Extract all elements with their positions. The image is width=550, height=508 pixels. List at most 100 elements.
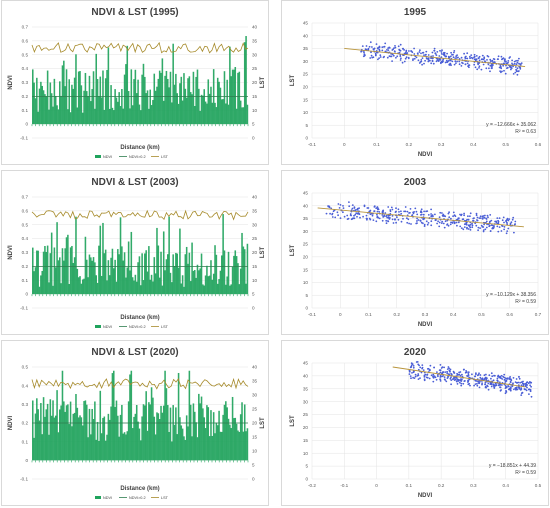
ndvi-bar xyxy=(123,74,126,125)
y-tick-label: 0.3 xyxy=(22,80,29,85)
data-point xyxy=(478,55,481,58)
data-point xyxy=(486,223,488,226)
data-point xyxy=(351,207,354,210)
data-point xyxy=(412,370,415,373)
ndvi-bar xyxy=(216,77,219,125)
data-point xyxy=(329,212,331,215)
data-point xyxy=(449,223,452,226)
data-point xyxy=(388,47,391,49)
ndvi-bar xyxy=(243,404,246,461)
legend-label-lst: LST xyxy=(161,496,169,500)
data-point xyxy=(430,374,433,377)
data-point xyxy=(456,60,458,63)
data-point xyxy=(497,55,500,58)
data-point xyxy=(428,377,431,380)
data-point xyxy=(408,50,410,52)
data-point xyxy=(466,62,469,65)
y2-tick-label: 30 xyxy=(252,222,258,227)
data-point xyxy=(500,230,503,232)
ndvi-bar xyxy=(76,107,79,125)
y-tick-label: 0.1 xyxy=(22,439,29,444)
data-point xyxy=(417,374,420,377)
ndvi-bar xyxy=(131,277,134,295)
ndvi-bar xyxy=(246,243,249,295)
data-point xyxy=(490,60,492,63)
ndvi-bar xyxy=(111,373,114,461)
data-point xyxy=(465,222,467,225)
data-point xyxy=(403,210,405,213)
data-point xyxy=(396,216,398,219)
y-tick-label: 45 xyxy=(303,21,309,26)
data-point xyxy=(446,372,449,375)
data-point xyxy=(421,63,423,66)
data-point xyxy=(499,375,502,378)
data-point xyxy=(421,367,423,370)
data-point xyxy=(499,389,502,392)
ndvi-bar xyxy=(69,401,72,461)
data-point xyxy=(456,380,458,383)
data-point xyxy=(467,228,470,230)
ndvi-bar xyxy=(222,214,224,295)
ndvi-bar xyxy=(200,253,203,295)
chart-ndvi-lst-2003: NDVI & LST (2003) -0.1 0 0.1 0.2 0.3 0.4 0.5 0.6… xyxy=(8,177,266,329)
ndvi-bar xyxy=(172,254,174,295)
data-point xyxy=(387,220,389,222)
ndvi-bar xyxy=(211,279,214,295)
x-tick-label: 0.3 xyxy=(470,483,477,488)
ndvi-bar xyxy=(56,222,58,295)
data-point xyxy=(519,63,522,66)
data-point xyxy=(482,63,485,66)
ndvi-bar xyxy=(131,428,134,461)
data-point xyxy=(401,61,404,64)
data-point xyxy=(457,373,460,376)
ndvi-bar xyxy=(65,405,68,461)
data-point xyxy=(400,210,402,213)
x-tick-label: 0 xyxy=(339,312,342,317)
ndvi-bar xyxy=(207,407,210,461)
data-point xyxy=(445,59,448,62)
data-point xyxy=(356,208,358,211)
data-point xyxy=(482,230,485,233)
ndvi-bar xyxy=(177,372,180,461)
ndvi-bar xyxy=(169,272,172,295)
ndvi-bar xyxy=(211,102,214,125)
data-point xyxy=(487,388,490,391)
data-point xyxy=(372,56,375,59)
data-point xyxy=(414,373,417,376)
data-point xyxy=(442,58,445,61)
data-point xyxy=(433,366,435,369)
ndvi-bar xyxy=(52,106,54,125)
data-point xyxy=(417,363,420,366)
data-point xyxy=(479,380,481,383)
data-point xyxy=(472,217,475,220)
data-point xyxy=(460,380,463,382)
r-squared-label: R² = 0.63 xyxy=(515,129,536,135)
data-point xyxy=(478,382,480,385)
ndvi-bar xyxy=(50,93,53,125)
data-point xyxy=(353,214,355,217)
ndvi-bar xyxy=(181,100,184,125)
data-point xyxy=(513,388,515,391)
data-point xyxy=(382,215,385,218)
x-tick-label: 0.2 xyxy=(394,312,401,317)
ndvi-bar xyxy=(173,424,176,461)
ndvi-bar xyxy=(52,285,54,295)
ndvi-bar xyxy=(187,263,189,295)
y-tick-label: 0.5 xyxy=(22,365,29,370)
data-point xyxy=(379,56,382,58)
data-point xyxy=(385,215,387,218)
data-point xyxy=(518,377,521,380)
data-point xyxy=(404,206,407,208)
data-point xyxy=(504,60,506,63)
y-tick-label: 45 xyxy=(303,191,309,196)
data-point xyxy=(348,205,351,208)
data-point xyxy=(490,372,493,375)
data-point xyxy=(453,214,456,217)
ndvi-bar xyxy=(199,268,201,295)
x-tick-label: 0 xyxy=(375,483,378,488)
data-point xyxy=(478,67,480,69)
chart-title: NDVI & LST (2020) xyxy=(91,347,178,358)
data-point xyxy=(506,223,509,226)
y2-tick-label: 35 xyxy=(252,379,258,384)
